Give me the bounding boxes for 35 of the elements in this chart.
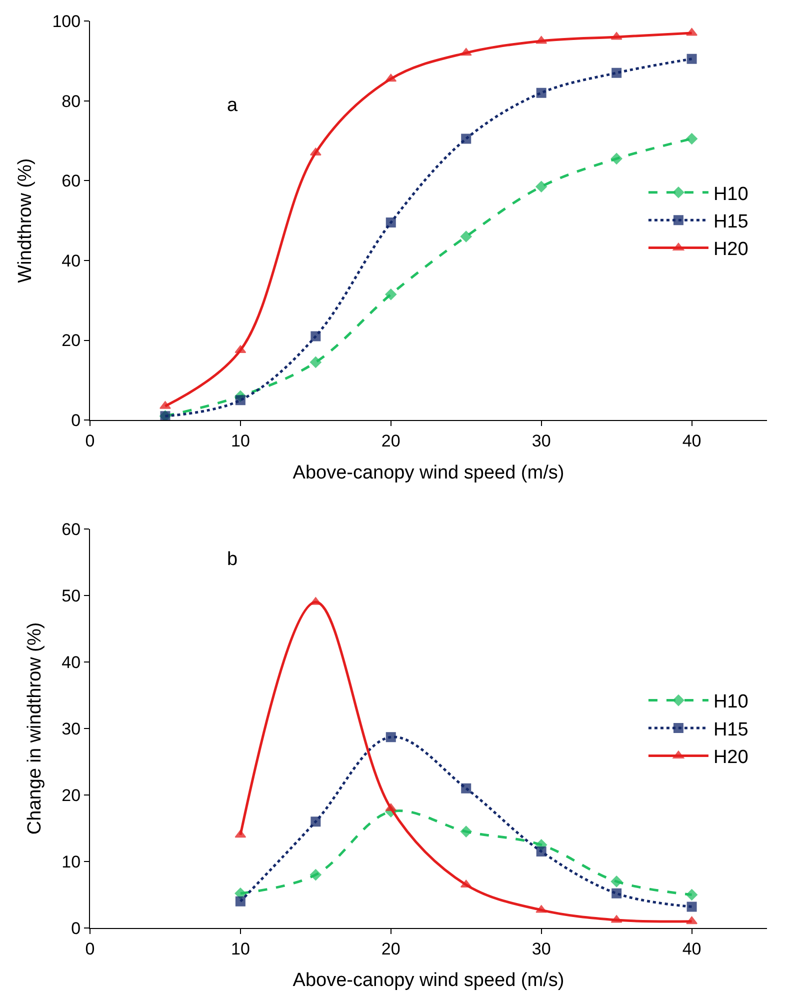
x-axis-title: Above-canopy wind speed (m/s) [292, 970, 564, 992]
y-tick-label: 50 [62, 586, 81, 606]
y-tick-label: 60 [62, 520, 81, 539]
y-tick-label: 80 [62, 92, 81, 111]
legend-label: H20 [713, 747, 748, 768]
y-tick-label: 0 [71, 411, 81, 430]
x-tick-label: 40 [682, 431, 702, 450]
legend-label: H20 [713, 239, 748, 260]
y-tick-label: 40 [62, 251, 81, 270]
legend-label: H15 [713, 719, 748, 740]
x-tick-label: 30 [532, 939, 551, 958]
x-tick-label: 40 [682, 939, 702, 958]
x-tick-label: 20 [381, 431, 400, 450]
y-tick-label: 0 [71, 918, 81, 938]
y-tick-label: 60 [62, 172, 81, 191]
x-axis-title: Above-canopy wind speed (m/s) [292, 462, 564, 484]
y-tick-label: 20 [62, 331, 81, 350]
x-tick-label: 0 [85, 939, 95, 958]
x-tick-label: 10 [230, 939, 250, 958]
y-tick-label: 100 [52, 12, 81, 31]
x-tick-label: 0 [85, 431, 95, 450]
legend-label: H15 [713, 212, 748, 232]
x-tick-label: 30 [532, 431, 551, 450]
y-axis-title: Change in windthrow (%) [24, 622, 46, 835]
legend-label: H10 [713, 692, 748, 713]
y-tick-label: 30 [62, 719, 81, 738]
x-tick-label: 10 [230, 431, 250, 450]
y-tick-label: 10 [62, 852, 81, 872]
annotation: a [227, 95, 238, 116]
legend-label: H10 [713, 184, 748, 205]
annotation: b [227, 549, 238, 570]
x-tick-label: 20 [381, 939, 400, 958]
y-tick-label: 20 [62, 786, 81, 805]
y-axis-title: Windthrow (%) [15, 158, 36, 283]
y-tick-label: 40 [62, 652, 81, 672]
